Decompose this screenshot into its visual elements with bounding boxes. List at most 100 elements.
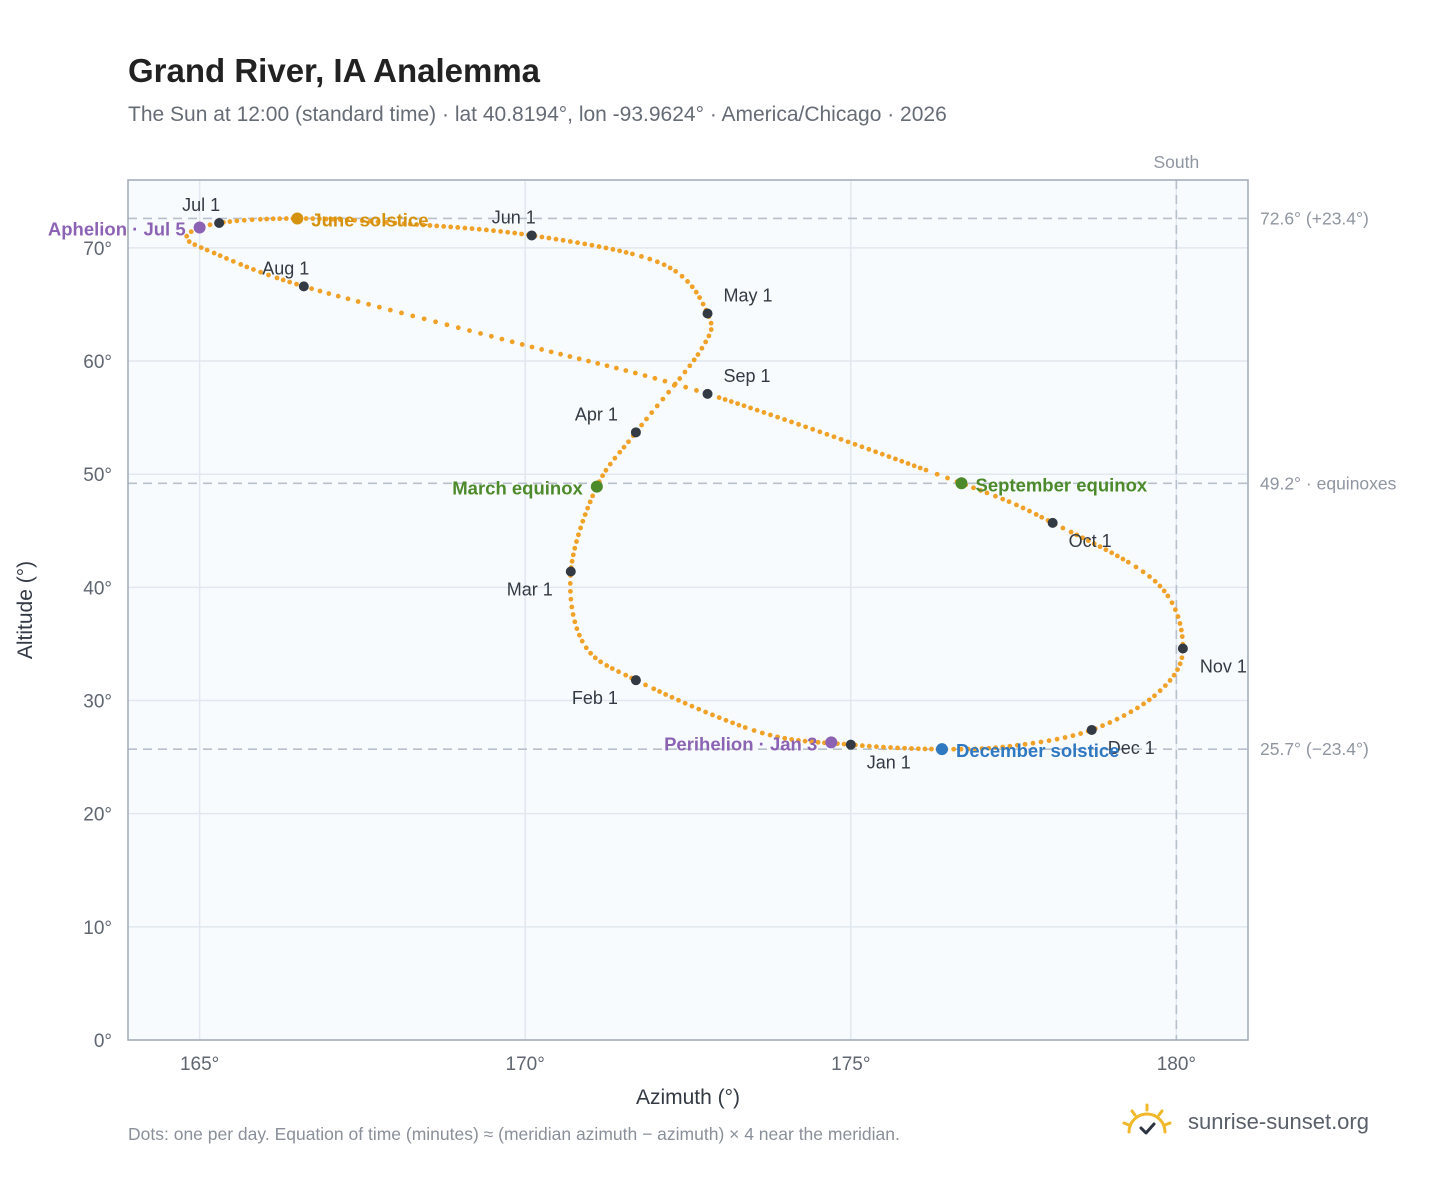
- day-dot: [266, 272, 271, 278]
- day-dot: [695, 352, 701, 357]
- day-dot: [560, 237, 566, 243]
- day-dot: [596, 244, 602, 249]
- day-dot: [420, 222, 426, 228]
- day-dot: [280, 277, 286, 283]
- day-dot: [1135, 705, 1140, 711]
- meridian-line: South: [1154, 152, 1199, 1040]
- day-dot: [309, 286, 315, 292]
- day-dot: [815, 739, 821, 745]
- day-dot: [803, 424, 809, 430]
- day-dot: [666, 389, 672, 395]
- day-dot: [1074, 532, 1080, 538]
- day-dot: [1027, 508, 1032, 514]
- day-dot: [375, 219, 381, 225]
- day-dot: [722, 397, 728, 402]
- day-dot: [859, 743, 865, 749]
- day-dot: [367, 218, 373, 224]
- day-dot: [244, 264, 250, 270]
- day-dot: [421, 316, 427, 322]
- day-dot: [663, 692, 669, 697]
- day-dot: [1014, 502, 1019, 508]
- day-dot: [748, 405, 753, 411]
- month-marker: [526, 230, 537, 241]
- day-dot: [617, 449, 623, 455]
- day-dot: [782, 735, 788, 741]
- day-dot: [270, 216, 276, 222]
- day-dot: [600, 473, 605, 479]
- day-dot: [603, 467, 609, 473]
- day-dot: [1100, 723, 1105, 729]
- day-dot: [741, 403, 747, 409]
- day-dot: [754, 407, 760, 413]
- day-dot: [810, 426, 816, 432]
- day-dot: [1179, 655, 1185, 661]
- day-dot: [1103, 547, 1109, 553]
- day-dot: [796, 421, 801, 427]
- day-dot: [352, 217, 358, 223]
- y-axis-label: Altitude (°): [14, 561, 37, 659]
- day-dot: [207, 222, 213, 228]
- day-dot: [387, 307, 393, 313]
- day-dot: [662, 378, 668, 384]
- day-dot: [642, 373, 648, 379]
- month-label: Sep 1: [724, 366, 771, 386]
- day-dot: [576, 356, 582, 362]
- brand-logo[interactable]: sunrise-sunset.org: [1120, 1100, 1369, 1144]
- day-dot: [866, 446, 872, 452]
- day-dot: [344, 217, 350, 223]
- day-dot: [277, 216, 283, 222]
- event-marker: [193, 221, 206, 234]
- day-dot: [441, 223, 447, 229]
- day-dot: [838, 436, 844, 442]
- day-dot: [651, 686, 657, 692]
- day-dot: [587, 499, 593, 505]
- month-marker: [702, 308, 713, 319]
- day-dot: [672, 381, 678, 387]
- day-dot: [578, 525, 583, 531]
- day-dot: [775, 734, 780, 740]
- y-tick-label: 10°: [83, 918, 112, 939]
- day-dot: [677, 376, 683, 381]
- day-dot: [467, 328, 472, 333]
- day-dot: [895, 745, 900, 751]
- event-label: September equinox: [975, 474, 1147, 495]
- day-dot: [612, 455, 618, 461]
- month-label: Feb 1: [572, 688, 618, 708]
- month-label: Jul 1: [182, 195, 220, 215]
- day-dot: [570, 552, 576, 558]
- day-dot: [945, 475, 950, 481]
- day-dot: [589, 242, 595, 248]
- day-dot: [576, 532, 581, 538]
- y-tick-label: 50°: [83, 465, 112, 486]
- day-dot: [392, 220, 398, 226]
- day-dot: [580, 518, 586, 524]
- day-dot: [414, 222, 420, 227]
- day-dot: [345, 296, 351, 302]
- day-dot: [529, 344, 535, 350]
- day-dot: [241, 217, 247, 223]
- day-dot: [230, 258, 236, 264]
- y-tick-label: 60°: [83, 352, 112, 373]
- event-label: Aphelion · Jul 5: [48, 219, 186, 240]
- day-dot: [558, 351, 563, 357]
- day-dot: [1000, 496, 1006, 502]
- day-dot: [852, 441, 858, 447]
- day-dot: [1078, 731, 1084, 736]
- day-dot: [716, 395, 722, 400]
- day-dot: [1147, 574, 1152, 579]
- day-dot: [660, 396, 666, 402]
- day-dot: [553, 236, 559, 242]
- day-dot: [610, 246, 616, 252]
- y-tick-label: 0°: [94, 1031, 112, 1052]
- day-dot: [809, 739, 814, 745]
- day-dot: [234, 218, 240, 224]
- day-dot: [568, 596, 574, 602]
- y-tick-label: 40°: [83, 578, 112, 599]
- day-dot: [582, 512, 588, 517]
- day-dot: [586, 358, 591, 364]
- chart-subtitle: The Sun at 12:00 (standard time) · lat 4…: [128, 103, 947, 126]
- day-dot: [917, 465, 923, 471]
- day-dot: [1125, 559, 1131, 565]
- day-dot: [902, 745, 907, 751]
- day-dot: [1091, 541, 1097, 547]
